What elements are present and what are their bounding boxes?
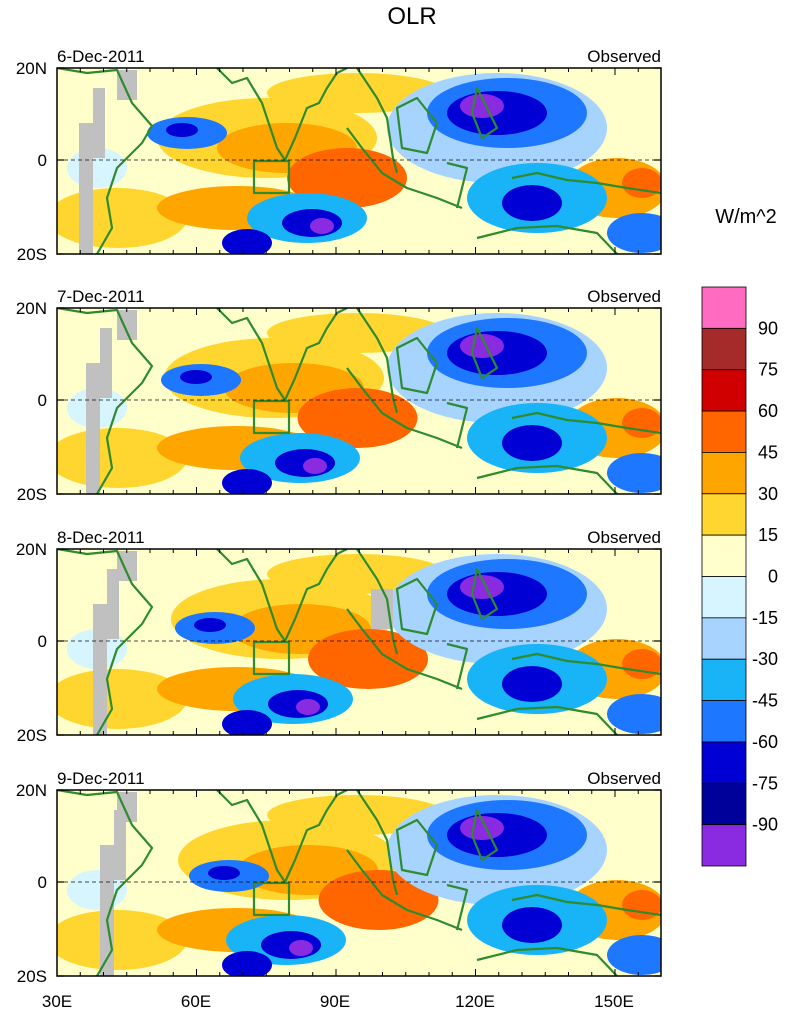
colorbar-swatch bbox=[701, 700, 747, 743]
panel-observed-label: Observed bbox=[587, 769, 661, 788]
colorbar-swatch bbox=[701, 824, 747, 867]
colorbar-swatch bbox=[701, 782, 747, 826]
colorbar-swatch bbox=[701, 658, 747, 701]
colorbar: 90 75 60 45 30 15 0 -15 -30 -45 -60 -75 -90 bbox=[701, 286, 778, 867]
panel-observed-label: Observed bbox=[587, 287, 661, 306]
lat-tick-label: 20N bbox=[16, 299, 47, 318]
units-label: W/m^2 bbox=[715, 206, 777, 228]
lat-tick-label: 20S bbox=[17, 245, 47, 264]
colorbar-label: -60 bbox=[752, 732, 778, 752]
colorbar-label: 90 bbox=[758, 318, 778, 338]
colorbar-label: -30 bbox=[752, 649, 778, 669]
map-panel: 9-Dec-2011 Observed 20N 0 20S bbox=[16, 769, 662, 986]
colorbar-swatch bbox=[701, 493, 747, 536]
olr-field bbox=[57, 308, 661, 494]
panel-observed-label: Observed bbox=[587, 528, 661, 547]
colorbar-swatch bbox=[701, 286, 747, 329]
colorbar-label: 15 bbox=[758, 525, 778, 545]
colorbar-swatch bbox=[701, 576, 747, 619]
olr-field bbox=[57, 790, 661, 976]
lat-tick-label: 0 bbox=[38, 873, 47, 892]
olr-field bbox=[57, 68, 661, 254]
colorbar-label: 0 bbox=[768, 567, 778, 587]
colorbar-swatch bbox=[701, 327, 747, 371]
lon-axis: 30E 60E 90E 120E 150E bbox=[42, 992, 634, 1011]
lat-tick-label: 0 bbox=[38, 632, 47, 651]
lat-tick-label: 20N bbox=[16, 540, 47, 559]
colorbar-label: -90 bbox=[752, 815, 778, 835]
lat-tick-label: 20S bbox=[17, 967, 47, 986]
olr-field bbox=[57, 549, 661, 735]
colorbar-label: 60 bbox=[758, 401, 778, 421]
colorbar-label: -45 bbox=[752, 691, 778, 711]
panel-date: 8-Dec-2011 bbox=[57, 528, 145, 547]
colorbar-label: -15 bbox=[752, 608, 778, 628]
panel-date: 9-Dec-2011 bbox=[57, 769, 145, 788]
colorbar-swatch bbox=[701, 452, 747, 495]
lon-tick-label: 120E bbox=[455, 992, 495, 1011]
lon-tick-label: 150E bbox=[594, 992, 634, 1011]
colorbar-swatch bbox=[701, 369, 747, 412]
colorbar-label: -75 bbox=[752, 773, 778, 793]
lat-tick-label: 0 bbox=[38, 151, 47, 170]
colorbar-swatch bbox=[701, 410, 747, 453]
lat-tick-label: 20S bbox=[17, 485, 47, 504]
map-panel: 8-Dec-2011 Observed 20N 0 20S bbox=[16, 528, 662, 745]
panels: 6-Dec-2011 Observed 20N 0 20S 7-Dec-2011 Obser… bbox=[16, 47, 662, 986]
colorbar-label: 30 bbox=[758, 484, 778, 504]
colorbar-label: 75 bbox=[758, 360, 778, 380]
colorbar-label: 45 bbox=[758, 442, 778, 462]
panel-date: 6-Dec-2011 bbox=[57, 47, 145, 66]
colorbar-swatch bbox=[701, 617, 747, 660]
lat-tick-label: 20N bbox=[16, 781, 47, 800]
panel-date: 7-Dec-2011 bbox=[57, 287, 145, 306]
map-panel: 6-Dec-2011 Observed 20N 0 20S bbox=[16, 47, 662, 264]
colorbar-swatch bbox=[701, 741, 747, 784]
lon-tick-label: 30E bbox=[42, 992, 72, 1011]
lon-tick-label: 90E bbox=[320, 992, 350, 1011]
map-panel: 7-Dec-2011 Observed 20N 0 20S bbox=[16, 287, 662, 504]
lat-tick-label: 20N bbox=[16, 59, 47, 78]
lon-tick-label: 60E bbox=[181, 992, 211, 1011]
colorbar-swatch bbox=[701, 534, 747, 577]
panel-observed-label: Observed bbox=[587, 47, 661, 66]
figure-title: OLR bbox=[387, 3, 436, 30]
lat-tick-label: 20S bbox=[17, 726, 47, 745]
lat-tick-label: 0 bbox=[38, 391, 47, 410]
